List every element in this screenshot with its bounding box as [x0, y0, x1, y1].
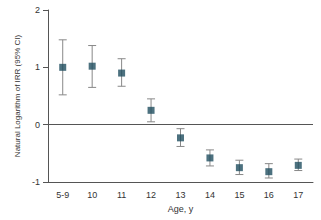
svg-text:1: 1 [35, 62, 40, 72]
svg-text:12: 12 [146, 190, 156, 200]
svg-text:11: 11 [117, 190, 126, 200]
svg-text:14: 14 [205, 190, 215, 200]
svg-text:17: 17 [293, 190, 303, 200]
svg-text:13: 13 [175, 190, 185, 200]
svg-text:10: 10 [87, 190, 97, 200]
svg-text:16: 16 [264, 190, 274, 200]
svg-text:Age, y: Age, y [168, 204, 194, 214]
svg-text:0: 0 [35, 120, 40, 130]
svg-text:15: 15 [234, 190, 244, 200]
svg-text:Natural Logarithm of IRR (95%: Natural Logarithm of IRR (95% CI) [13, 35, 22, 158]
svg-text:2: 2 [35, 5, 40, 15]
svg-text:5-9: 5-9 [56, 190, 69, 200]
svg-text:-1: -1 [32, 177, 40, 187]
